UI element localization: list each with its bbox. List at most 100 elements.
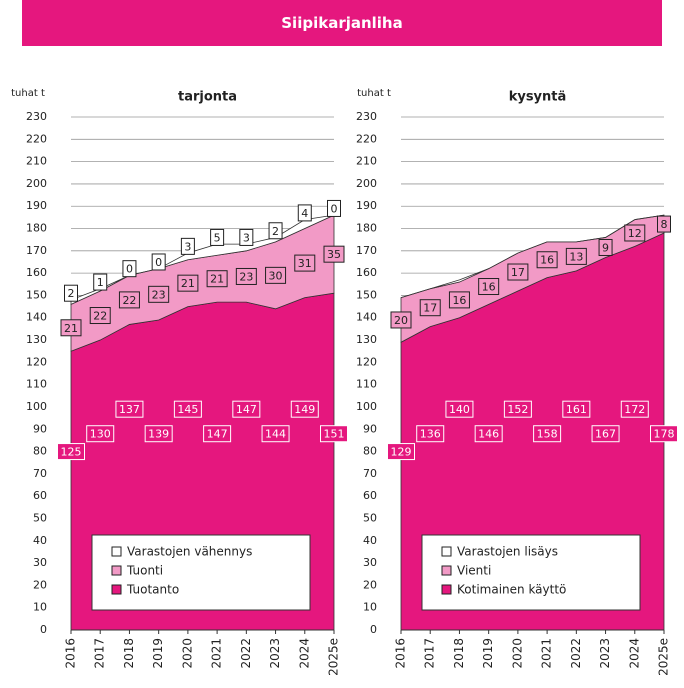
label-box xyxy=(144,425,173,443)
area xyxy=(400,214,665,299)
y-tick-label: 80 xyxy=(363,445,377,458)
legend-swatch xyxy=(441,565,452,576)
data-label: 152 xyxy=(507,403,528,416)
label-box xyxy=(503,400,532,418)
legend-label: Tuonti xyxy=(126,564,163,578)
data-label: 17 xyxy=(423,302,437,315)
y-tick-label: 60 xyxy=(363,489,377,502)
x-tick-label: 2019 xyxy=(151,638,165,669)
label-box xyxy=(122,260,137,278)
data-label: 158 xyxy=(537,428,558,441)
label-box xyxy=(89,307,111,325)
data-label: 31 xyxy=(298,257,312,270)
legend-label: Kotimainen käyttö xyxy=(457,583,566,597)
data-label: 172 xyxy=(624,403,645,416)
y-tick-label: 180 xyxy=(26,222,47,235)
data-label: 144 xyxy=(265,428,286,441)
y-tick-label: 110 xyxy=(26,378,47,391)
x-tick-label: 2025e xyxy=(657,638,671,676)
data-label: 20 xyxy=(394,314,408,327)
label-box xyxy=(536,251,558,269)
y-tick-label: 170 xyxy=(356,244,377,257)
y-tick-label: 160 xyxy=(26,266,47,279)
label-box xyxy=(650,425,678,443)
label-box xyxy=(64,284,78,302)
label-box xyxy=(390,311,412,329)
y-tick-label: 230 xyxy=(26,110,47,123)
chart-subtitle: tarjonta xyxy=(178,90,237,105)
data-label: 125 xyxy=(61,446,82,459)
x-tick-label: 2022 xyxy=(239,638,253,669)
legend-label: Varastojen vähennys xyxy=(127,545,252,559)
y-tick-label: 130 xyxy=(26,333,47,346)
data-label: 167 xyxy=(595,428,616,441)
y-tick-label: 30 xyxy=(33,556,47,569)
data-label: 147 xyxy=(236,403,257,416)
y-tick-label: 120 xyxy=(356,355,377,368)
legend-swatch xyxy=(111,584,122,595)
y-tick-label: 130 xyxy=(356,333,377,346)
label-box xyxy=(118,291,140,309)
data-label: 145 xyxy=(177,403,198,416)
y-tick-label: 140 xyxy=(356,311,377,324)
x-tick-label: 2024 xyxy=(627,638,641,669)
y-tick-label: 230 xyxy=(356,110,377,123)
data-label: 146 xyxy=(478,428,499,441)
data-label: 5 xyxy=(214,231,221,244)
label-box xyxy=(327,199,341,217)
legend-swatch xyxy=(111,565,122,576)
legend-swatch xyxy=(111,546,122,557)
y-tick-label: 190 xyxy=(356,199,377,212)
data-label: 17 xyxy=(511,266,525,279)
y-axis-label: tuhat t xyxy=(357,88,391,99)
x-tick-label: 2020 xyxy=(510,638,524,669)
data-label: 0 xyxy=(331,202,338,215)
label-box xyxy=(210,228,225,246)
x-tick-label: 2022 xyxy=(569,638,583,669)
label-box xyxy=(151,253,166,271)
x-tick-label: 2021 xyxy=(210,638,224,669)
data-label: 3 xyxy=(184,240,191,253)
x-tick-label: 2024 xyxy=(297,638,311,669)
y-tick-label: 40 xyxy=(363,534,377,547)
label-box xyxy=(239,228,254,246)
legend xyxy=(91,534,311,611)
data-label: 147 xyxy=(207,428,228,441)
data-label: 23 xyxy=(239,270,253,283)
x-tick-label: 2017 xyxy=(423,638,437,669)
label-box xyxy=(177,274,199,292)
legend-label: Tuotanto xyxy=(126,583,179,597)
data-label: 21 xyxy=(181,277,195,290)
data-label: 129 xyxy=(391,446,412,459)
data-label: 22 xyxy=(122,294,136,307)
data-label: 23 xyxy=(152,288,166,301)
legend-label: Vienti xyxy=(457,564,491,578)
y-tick-label: 220 xyxy=(26,132,47,145)
y-tick-label: 180 xyxy=(356,222,377,235)
y-tick-label: 90 xyxy=(33,422,47,435)
y-tick-label: 110 xyxy=(356,378,377,391)
data-label: 13 xyxy=(569,250,583,263)
y-tick-label: 0 xyxy=(370,623,377,636)
data-label: 137 xyxy=(119,403,140,416)
data-label: 1 xyxy=(97,276,104,289)
x-tick-label: 2023 xyxy=(268,638,282,669)
label-box xyxy=(93,273,108,291)
data-label: 8 xyxy=(661,218,668,231)
label-box xyxy=(620,400,649,418)
y-tick-label: 220 xyxy=(356,132,377,145)
y-tick-label: 70 xyxy=(363,467,377,480)
legend-swatch xyxy=(441,546,452,557)
label-box xyxy=(445,400,474,418)
y-tick-label: 120 xyxy=(26,355,47,368)
data-label: 16 xyxy=(482,281,496,294)
x-tick-label: 2016 xyxy=(394,638,408,669)
y-tick-label: 30 xyxy=(363,556,377,569)
y-tick-label: 170 xyxy=(26,244,47,257)
data-label: 130 xyxy=(90,428,111,441)
label-box xyxy=(203,425,232,443)
legend xyxy=(421,534,641,611)
y-tick-label: 20 xyxy=(363,578,377,591)
